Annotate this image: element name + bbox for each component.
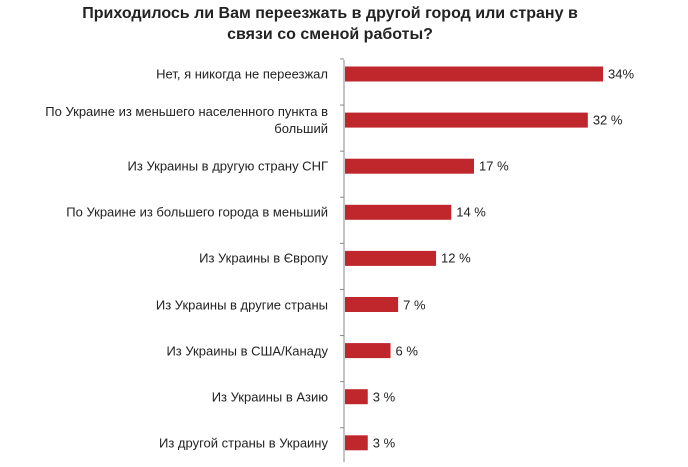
bar-2 — [345, 158, 474, 174]
value-label-2: 17 % — [479, 158, 509, 174]
bar-7 — [345, 389, 368, 405]
bar-8 — [345, 435, 368, 451]
category-label-5: Из Украины в другие страны — [155, 297, 328, 312]
value-label-5: 7 % — [403, 297, 426, 312]
chart-title: Приходилось ли Вам переезжать в другой г… — [82, 5, 578, 43]
bar-0 — [345, 66, 603, 82]
category-label-3: По Украине из большего города в меньший — [66, 204, 328, 220]
category-label-7: Из Украины в Азию — [211, 389, 328, 405]
value-label-4: 12 % — [441, 250, 471, 266]
value-label-0: 34% — [608, 66, 635, 82]
bar-6 — [345, 343, 391, 359]
bar-4 — [345, 250, 437, 266]
bar-1 — [345, 112, 588, 128]
category-label-8: Из другой страны в Украину — [159, 435, 328, 451]
bar-3 — [345, 204, 452, 220]
category-label-6: Из Украины в США/Канаду — [166, 343, 328, 359]
value-label-6: 6 % — [395, 343, 418, 359]
category-label-1: По Украине из меньшего населенного пункт… — [45, 104, 328, 137]
value-label-8: 3 % — [372, 435, 396, 451]
value-label-3: 14 % — [456, 204, 486, 220]
category-label-0: Нет, я никогда не переезжал — [156, 66, 328, 82]
category-label-2: Из Украины в другую страну СНГ — [127, 158, 328, 174]
bar-5 — [345, 297, 399, 312]
value-label-7: 3 % — [372, 389, 396, 405]
category-label-4: Из Украины в Європу — [199, 250, 328, 266]
value-label-1: 32 % — [592, 112, 623, 128]
